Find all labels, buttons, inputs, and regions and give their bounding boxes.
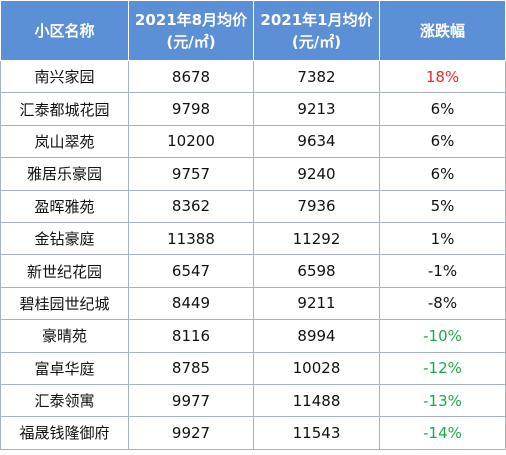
header-line: (元/㎡) — [291, 32, 342, 51]
cell-change: -10% — [379, 319, 506, 353]
cell-aug-price: 9757 — [128, 157, 254, 191]
cell-jan-price: 6598 — [253, 254, 380, 288]
cell-change: -12% — [379, 351, 506, 385]
table-header: 小区名称 2021年8月均价 (元/㎡) 2021年1月均价 (元/㎡) 涨跌幅 — [0, 0, 506, 61]
cell-aug-price: 8449 — [128, 286, 254, 321]
cell-community-name: 碧桂园世纪城 — [0, 286, 129, 321]
cell-aug-price: 6547 — [128, 254, 254, 288]
cell-change: 18% — [379, 59, 506, 94]
header-jan-price: 2021年1月均价 (元/㎡) — [253, 0, 380, 61]
cell-jan-price: 11292 — [253, 221, 380, 256]
header-line: 2021年8月均价 — [134, 10, 248, 29]
header-community-name: 小区名称 — [0, 0, 129, 61]
cell-change: -13% — [379, 383, 506, 418]
header-line: 小区名称 — [34, 21, 95, 40]
cell-change: 6% — [379, 92, 506, 126]
header-line: 2021年1月均价 — [260, 10, 373, 29]
cell-community-name: 盈晖雅苑 — [0, 189, 129, 223]
cell-community-name: 汇泰都城花园 — [0, 92, 129, 126]
cell-community-name: 福晟钱隆御府 — [0, 416, 129, 450]
cell-aug-price: 11388 — [128, 221, 254, 256]
table-row: 福晟钱隆御府 9927 11543 -14% — [0, 416, 506, 450]
cell-aug-price: 10200 — [128, 124, 254, 159]
cell-change: -14% — [379, 416, 506, 450]
table-row: 豪晴苑 8116 8994 -10% — [0, 319, 506, 353]
table-row: 南兴家园 8678 7382 18% — [0, 59, 506, 94]
cell-aug-price: 9798 — [128, 92, 254, 126]
cell-jan-price: 9240 — [253, 157, 380, 191]
cell-change: 1% — [379, 221, 506, 256]
table-row: 汇泰都城花园 9798 9213 6% — [0, 92, 506, 126]
cell-aug-price: 8678 — [128, 59, 254, 94]
cell-aug-price: 9927 — [128, 416, 254, 450]
header-row: 小区名称 2021年8月均价 (元/㎡) 2021年1月均价 (元/㎡) 涨跌幅 — [0, 0, 506, 61]
cell-jan-price: 11543 — [253, 416, 380, 450]
cell-jan-price: 7936 — [253, 189, 380, 223]
header-change: 涨跌幅 — [379, 0, 506, 61]
cell-jan-price: 9211 — [253, 286, 380, 321]
table-row: 碧桂园世纪城 8449 9211 -8% — [0, 286, 506, 321]
cell-community-name: 岚山翠苑 — [0, 124, 129, 159]
cell-aug-price: 8116 — [128, 319, 254, 353]
table-row: 金钻豪庭 11388 11292 1% — [0, 221, 506, 256]
cell-jan-price: 9213 — [253, 92, 380, 126]
cell-change: 6% — [379, 157, 506, 191]
cell-community-name: 雅居乐豪园 — [0, 157, 129, 191]
cell-jan-price: 9634 — [253, 124, 380, 159]
cell-aug-price: 9977 — [128, 383, 254, 418]
cell-aug-price: 8785 — [128, 351, 254, 385]
cell-community-name: 富卓华庭 — [0, 351, 129, 385]
cell-change: -8% — [379, 286, 506, 321]
cell-jan-price: 10028 — [253, 351, 380, 385]
cell-change: 5% — [379, 189, 506, 223]
cell-aug-price: 8362 — [128, 189, 254, 223]
table-body: 南兴家园 8678 7382 18% 汇泰都城花园 9798 9213 6% 岚山翠苑 10200… — [0, 59, 506, 450]
cell-community-name: 豪晴苑 — [0, 319, 129, 353]
table-row: 汇泰领寓 9977 11488 -13% — [0, 383, 506, 418]
cell-community-name: 南兴家园 — [0, 59, 129, 94]
cell-jan-price: 7382 — [253, 59, 380, 94]
table-row: 盈晖雅苑 8362 7936 5% — [0, 189, 506, 223]
cell-change: 6% — [379, 124, 506, 159]
cell-community-name: 汇泰领寓 — [0, 383, 129, 418]
cell-change: -1% — [379, 254, 506, 288]
header-line: (元/㎡) — [166, 32, 216, 51]
cell-jan-price: 11488 — [253, 383, 380, 418]
table-row: 岚山翠苑 10200 9634 6% — [0, 124, 506, 159]
cell-jan-price: 8994 — [253, 319, 380, 353]
table-row: 新世纪花园 6547 6598 -1% — [0, 254, 506, 288]
header-aug-price: 2021年8月均价 (元/㎡) — [128, 0, 254, 61]
table-row: 雅居乐豪园 9757 9240 6% — [0, 157, 506, 191]
header-line: 涨跌幅 — [419, 21, 465, 40]
cell-community-name: 金钻豪庭 — [0, 221, 129, 256]
table-row: 富卓华庭 8785 10028 -12% — [0, 351, 506, 385]
cell-community-name: 新世纪花园 — [0, 254, 129, 288]
